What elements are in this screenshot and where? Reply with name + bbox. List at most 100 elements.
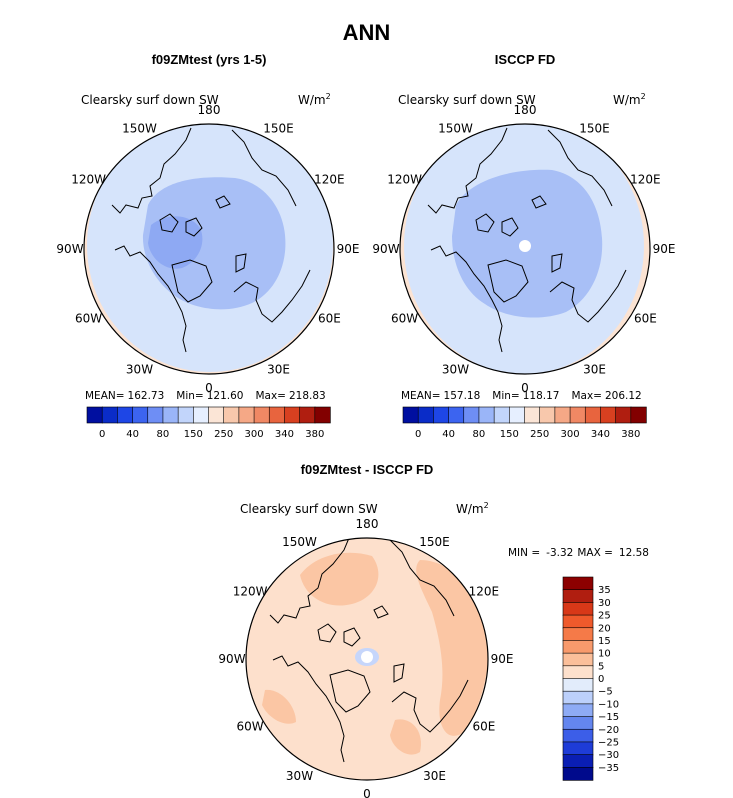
colorbar-swatch [86,406,103,424]
colorbar-tick-label: 35 [598,585,611,596]
lon-label-90E: 90E [491,652,514,666]
colorbar-tick-label: 380 [621,429,640,440]
lon-label-60E: 60E [634,312,657,326]
colorbar-tick-label: 250 [214,429,233,440]
colorbar-tick-label: −5 [598,687,613,698]
colorbar-swatch [562,652,594,667]
colorbar-tick-label: −25 [598,737,619,748]
colorbar-swatch [562,728,594,743]
colorbar-swatch [562,665,594,680]
lon-label-150E: 150E [263,122,294,136]
colorbar-swatch [223,406,240,424]
colorbar-tick-label: 0 [99,429,105,440]
missing-data-hole [519,240,531,252]
lon-label-150W: 150W [282,535,317,549]
variable-label: Clearsky surf down SW [81,93,219,107]
lon-label-120E: 120E [630,173,661,187]
map-boundary [399,123,651,375]
field-high [416,560,488,736]
stats-line: MEAN= 162.73 Min= 121.60 Max= 218.83 [85,390,326,402]
field-high [390,719,421,755]
colorbar-swatch [463,406,480,424]
map-boundary [245,537,489,781]
panel-title: f09ZMtest (yrs 1-5) [152,52,267,67]
colorbar-tick-label: 20 [598,623,611,634]
colorbar-tick-label: 150 [500,429,519,440]
units-label: W/m2 [298,92,331,107]
coastlines [269,538,469,763]
panel-title: f09ZMtest - ISCCP FD [301,462,434,477]
colorbar-swatch [562,640,594,654]
lon-labels: 180 150E 120E 90E 60E 30E 0 30W 60W 90W 120W 150W [56,103,359,395]
colorbar-tick-label: 25 [598,611,611,622]
colorbar-tick-label: 0 [598,674,604,685]
colorbar-tick-label: 5 [598,661,604,672]
colorbar-swatch [524,406,541,424]
colorbar-swatch [539,406,556,424]
colorbar-swatch [554,406,571,424]
coastlines [111,127,311,353]
lon-label-60E: 60E [472,720,495,734]
colorbar-tick-label: −30 [598,750,619,761]
field-low [142,177,286,310]
colorbar-tick-label: 80 [473,429,486,440]
colorbar-swatch [562,754,594,769]
colorbar-swatch [238,406,255,424]
lon-label-120W: 120W [233,585,268,599]
colorbar-swatch [584,406,602,424]
colorbar-swatch [600,406,617,424]
colorbar-swatch [562,602,594,616]
colorbar-swatch [562,741,594,756]
lon-label-60E: 60E [318,312,341,326]
colorbar-swatch [630,406,647,424]
panel-model: f09ZMtest (yrs 1-5) Clearsky surf down S… [56,52,359,440]
colorbar-tick-label: 340 [275,429,294,440]
colorbar-tick-label: 250 [530,429,549,440]
lon-label-120W: 120W [387,173,422,187]
lon-label-90W: 90W [372,242,399,256]
panel-obs: ISCCP FD Clearsky surf down SW W/m2 1801… [372,52,675,440]
lon-label-30W: 30W [442,362,469,376]
colorbar: 0 40 80 150 250 300 340 380 [86,406,331,440]
colorbar-tick-label: 40 [126,429,139,440]
lon-label-90E: 90E [337,242,360,256]
colorbar-swatch [132,406,149,424]
colorbar-swatch [562,678,594,692]
lon-label-60W: 60W [391,312,418,326]
map-boundary [83,123,335,375]
field-high [262,689,296,724]
lon-label-150E: 150E [579,122,610,136]
panel-title: ISCCP FD [495,52,555,67]
colorbar-swatch [147,406,164,424]
colorbar-swatch [177,406,195,424]
colorbar-swatch [615,406,632,424]
lon-label-120E: 120E [469,585,500,599]
colorbar-swatch [562,716,594,730]
lon-label-90W: 90W [56,242,83,256]
colorbar-tick-label: 380 [305,429,324,440]
colorbar: 0 40 80 150 250 300 340 380 [402,406,647,440]
colorbar-tick-label: 10 [598,649,611,660]
lon-label-150W: 150W [122,122,157,136]
missing-data-hole [361,651,373,663]
colorbar-tick-label: 40 [442,429,455,440]
lon-label-120W: 120W [71,173,106,187]
colorbar-swatch [478,406,495,424]
colorbar-tick-label: −10 [598,699,619,710]
colorbar-swatch [562,589,594,604]
colorbar-tick-label: −35 [598,763,619,774]
lon-label-180: 180 [514,103,537,117]
colorbar-tick-label: 15 [598,636,611,647]
lon-label-90E: 90E [653,242,676,256]
colorbar-swatch [562,614,594,629]
colorbar-swatch [101,406,119,424]
colorbar-tick-label: −20 [598,725,619,736]
colorbar-tick-label: 150 [184,429,203,440]
main-title: ANN [343,20,391,45]
colorbar-swatch [268,406,286,424]
colorbar-tick-label: −15 [598,712,619,723]
lon-label-30E: 30E [423,769,446,783]
lon-labels: 180 150E 120E 90E 60E 30E 0 30W 60W 90W 120W 150W [372,103,675,395]
colorbar-swatch [208,406,225,424]
